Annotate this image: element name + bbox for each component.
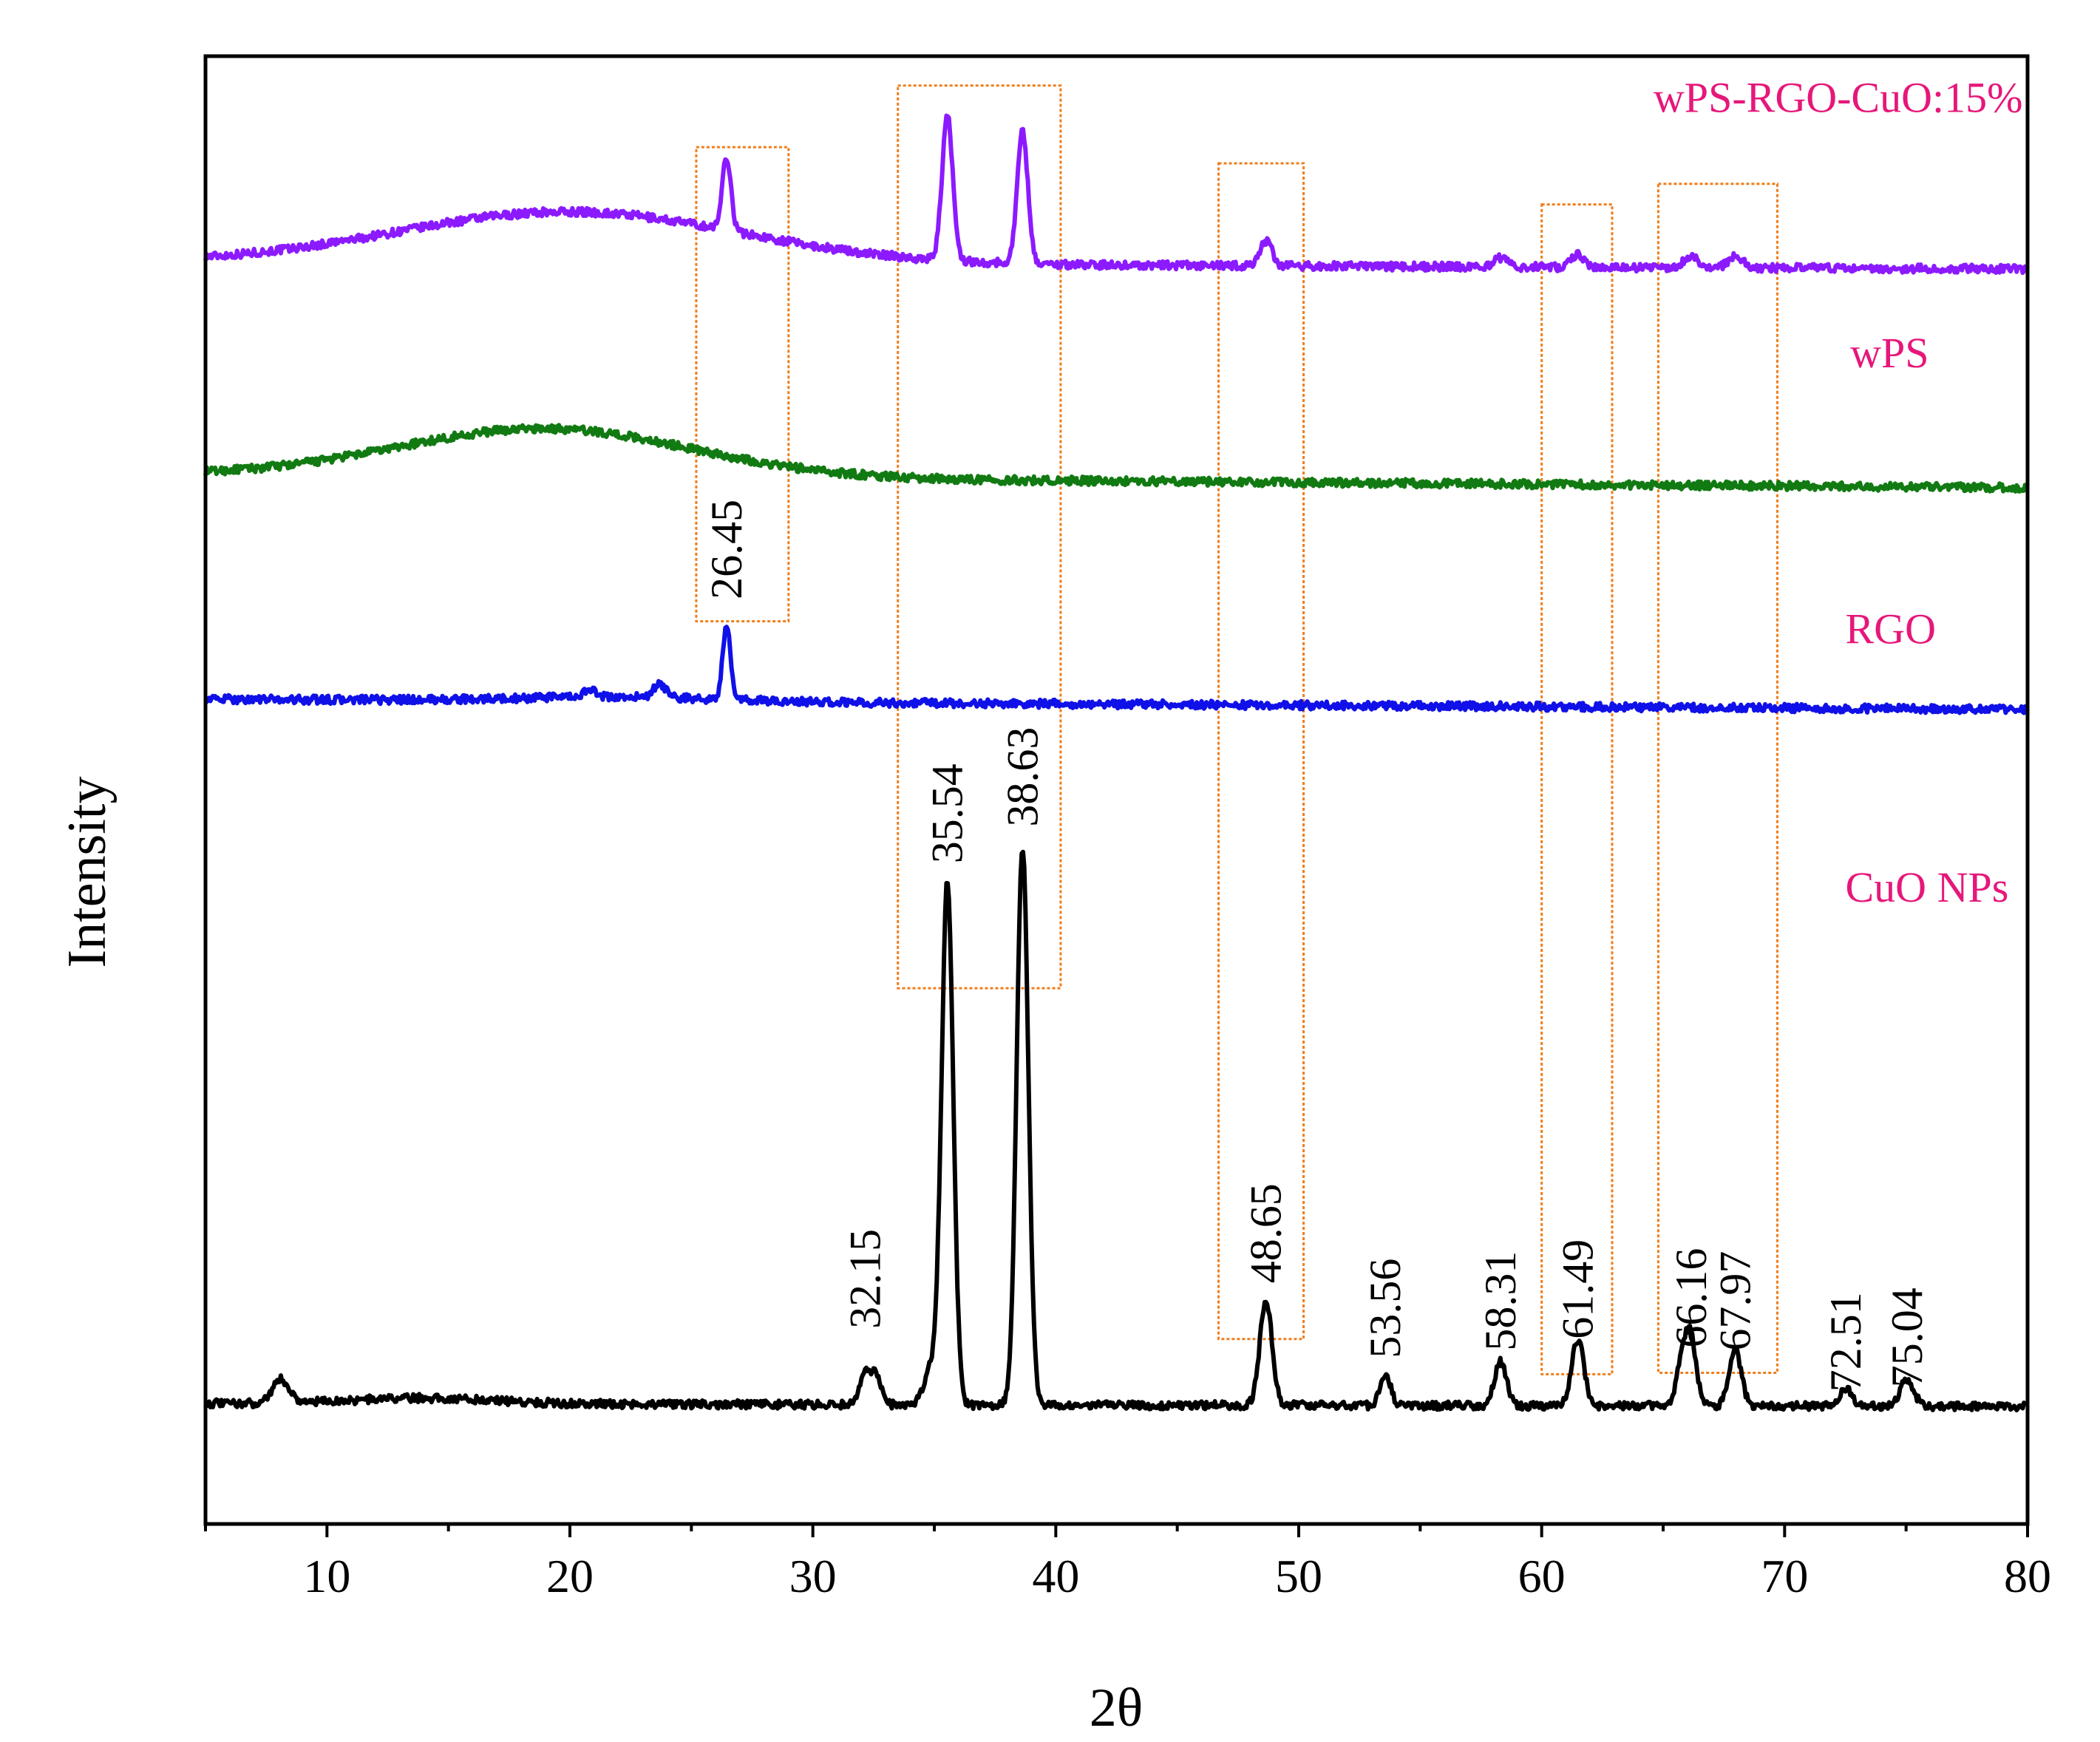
x-axis-title: 2θ bbox=[1090, 1678, 1143, 1738]
peak-label: 26.45 bbox=[702, 500, 751, 599]
series-lines bbox=[203, 113, 2030, 1412]
peak-label: 67.97 bbox=[1711, 1251, 1760, 1351]
series-labels: wPS-RGO-CuO:15% wPS RGO CuO NPs bbox=[1654, 73, 2023, 911]
x-tick-label: 70 bbox=[1761, 1550, 1808, 1602]
highlight-box-4 bbox=[1540, 203, 1614, 1375]
peak-label: 61.49 bbox=[1554, 1239, 1603, 1339]
series-label: CuO NPs bbox=[1846, 863, 2009, 911]
peak-label: 48.65 bbox=[1242, 1183, 1291, 1283]
x-tick-label: 10 bbox=[303, 1550, 350, 1602]
series-line-rgo bbox=[203, 625, 2030, 715]
x-axis: 10 20 30 40 50 60 70 80 bbox=[204, 1524, 2051, 1602]
x-tick-label: 40 bbox=[1032, 1550, 1079, 1602]
peak-label: 32.15 bbox=[840, 1229, 889, 1329]
peak-label: 58.31 bbox=[1476, 1251, 1525, 1351]
highlight-box-5 bbox=[1656, 183, 1778, 1374]
highlight-box-3 bbox=[1217, 162, 1305, 1341]
highlight-boxes bbox=[695, 84, 1778, 1375]
series-line-cuo-nps bbox=[203, 849, 2029, 1412]
y-axis-title: Intensity bbox=[57, 777, 118, 968]
series-line-wps bbox=[203, 423, 2030, 494]
peak-label: 75.04 bbox=[1883, 1287, 1931, 1387]
series-label: wPS bbox=[1850, 329, 1929, 377]
series-label: RGO bbox=[1846, 605, 1936, 653]
x-tick-label: 30 bbox=[789, 1550, 837, 1602]
peak-labels: 26.45 32.15 35.54 38.63 48.65 53.56 58.31 61.49… bbox=[702, 500, 1931, 1392]
series-label: wPS-RGO-CuO:15% bbox=[1654, 73, 2023, 121]
highlight-box-2 bbox=[897, 84, 1062, 990]
x-tick-label: 50 bbox=[1275, 1550, 1322, 1602]
plot-frame bbox=[203, 54, 2030, 1526]
series-line-wps-rgo-cuo-15- bbox=[203, 113, 2029, 276]
x-tick-label: 60 bbox=[1518, 1550, 1566, 1602]
highlight-box-1 bbox=[695, 146, 790, 623]
peak-label: 66.16 bbox=[1667, 1248, 1716, 1348]
peak-label: 72.51 bbox=[1821, 1292, 1870, 1392]
x-tick-label: 20 bbox=[546, 1550, 594, 1602]
peak-label: 35.54 bbox=[923, 763, 972, 863]
x-tick-label: 80 bbox=[2004, 1550, 2051, 1602]
peak-label: 53.56 bbox=[1361, 1259, 1410, 1358]
peak-label: 38.63 bbox=[998, 727, 1047, 827]
